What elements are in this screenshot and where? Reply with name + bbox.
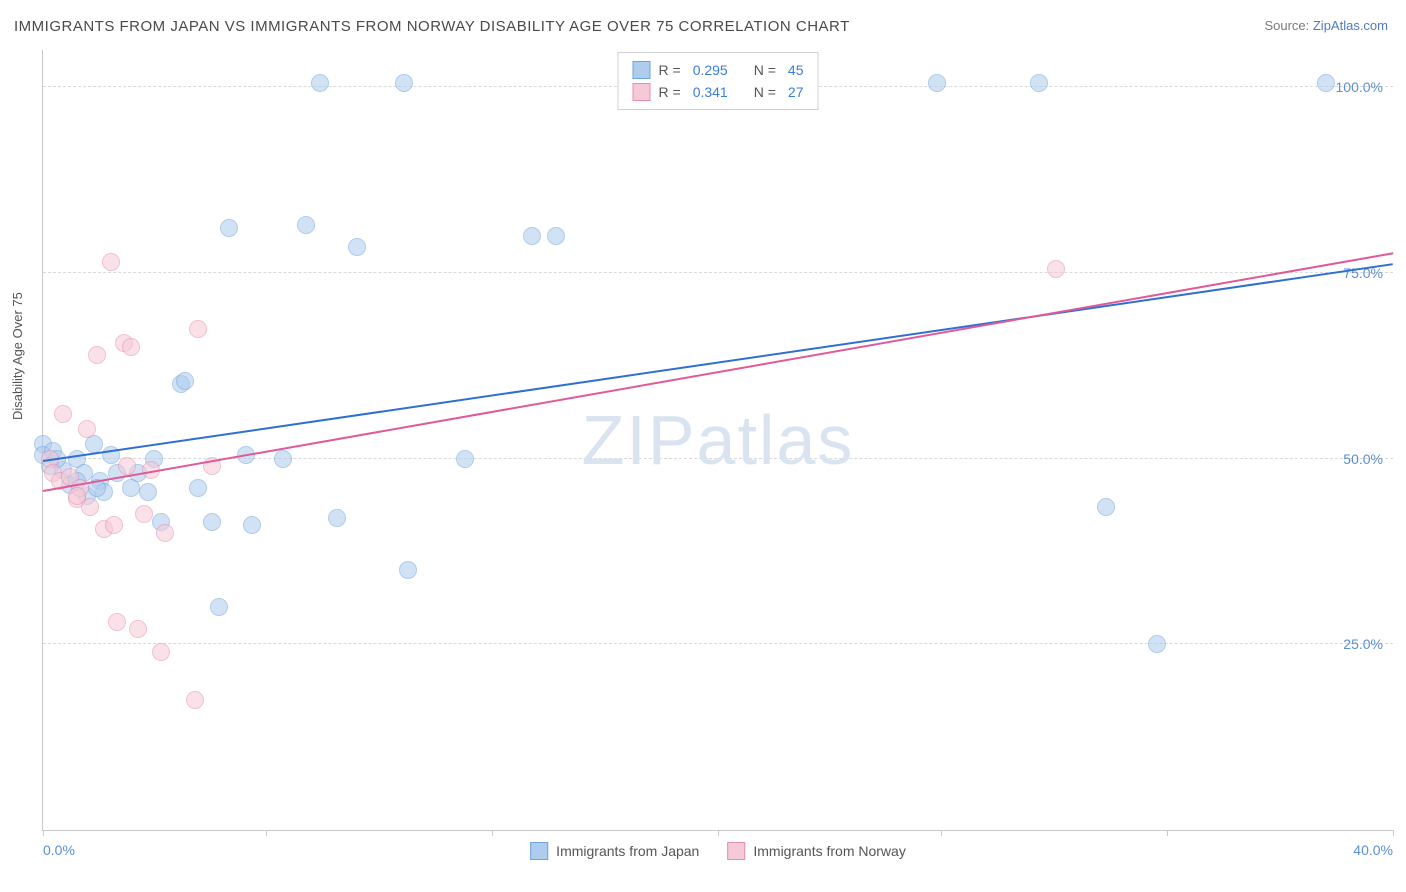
scatter-point xyxy=(1148,635,1166,653)
legend-row: R = 0.295 N = 45 xyxy=(633,59,804,81)
scatter-point xyxy=(348,238,366,256)
scatter-point xyxy=(139,483,157,501)
legend-swatch xyxy=(530,842,548,860)
y-tick-label: 50.0% xyxy=(1343,451,1383,467)
x-tick xyxy=(1167,830,1168,836)
scatter-point xyxy=(328,509,346,527)
y-axis-label: Disability Age Over 75 xyxy=(10,292,25,420)
scatter-point xyxy=(243,516,261,534)
scatter-point xyxy=(1317,74,1335,92)
scatter-point xyxy=(189,479,207,497)
scatter-point xyxy=(118,457,136,475)
legend-item: Immigrants from Norway xyxy=(727,842,905,860)
scatter-point xyxy=(928,74,946,92)
legend-n-value: 45 xyxy=(788,62,804,78)
trend-line xyxy=(43,263,1393,462)
scatter-point xyxy=(203,513,221,531)
watermark: ZIPatlas xyxy=(582,400,855,480)
chart-title: IMMIGRANTS FROM JAPAN VS IMMIGRANTS FROM… xyxy=(14,18,850,35)
scatter-point xyxy=(88,346,106,364)
legend-n-value: 27 xyxy=(788,84,804,100)
legend-swatch xyxy=(727,842,745,860)
scatter-point xyxy=(122,338,140,356)
source-link[interactable]: ZipAtlas.com xyxy=(1313,18,1388,33)
legend-n-label: N = xyxy=(754,62,776,78)
scatter-point xyxy=(68,487,86,505)
scatter-point xyxy=(456,450,474,468)
scatter-point xyxy=(297,216,315,234)
legend-row: R = 0.341 N = 27 xyxy=(633,81,804,103)
watermark-atlas: atlas xyxy=(697,401,855,479)
correlation-legend: R = 0.295 N = 45 R = 0.341 N = 27 xyxy=(618,52,819,110)
x-tick xyxy=(718,830,719,836)
scatter-point xyxy=(78,420,96,438)
x-tick xyxy=(43,830,44,836)
scatter-point xyxy=(105,516,123,534)
series-legend: Immigrants from Japan Immigrants from Nor… xyxy=(530,842,906,860)
scatter-point xyxy=(176,372,194,390)
legend-item: Immigrants from Japan xyxy=(530,842,699,860)
scatter-point xyxy=(1047,260,1065,278)
scatter-point xyxy=(274,450,292,468)
legend-swatch xyxy=(633,61,651,79)
legend-r-label: R = xyxy=(659,62,681,78)
x-axis-max-label: 40.0% xyxy=(1353,842,1393,858)
scatter-point xyxy=(311,74,329,92)
legend-swatch xyxy=(633,83,651,101)
plot-area: ZIPatlas R =0.295N =45R =0.341N =27 Immi… xyxy=(42,50,1393,831)
legend-n-label: N = xyxy=(754,84,776,100)
scatter-point xyxy=(395,74,413,92)
scatter-point xyxy=(210,598,228,616)
y-tick-label: 25.0% xyxy=(1343,636,1383,652)
legend-label: Immigrants from Norway xyxy=(753,843,905,859)
scatter-point xyxy=(54,405,72,423)
scatter-point xyxy=(547,227,565,245)
scatter-point xyxy=(129,620,147,638)
scatter-point xyxy=(1097,498,1115,516)
x-tick xyxy=(266,830,267,836)
legend-r-label: R = xyxy=(659,84,681,100)
source-prefix: Source: xyxy=(1264,18,1312,33)
y-tick-label: 100.0% xyxy=(1336,79,1383,95)
scatter-point xyxy=(152,643,170,661)
scatter-point xyxy=(1030,74,1048,92)
gridline xyxy=(43,272,1393,273)
scatter-point xyxy=(220,219,238,237)
scatter-point xyxy=(108,613,126,631)
x-tick xyxy=(492,830,493,836)
x-tick xyxy=(941,830,942,836)
scatter-point xyxy=(102,253,120,271)
trend-line xyxy=(43,252,1393,492)
legend-r-value: 0.341 xyxy=(693,84,728,100)
x-axis-min-label: 0.0% xyxy=(43,842,75,858)
gridline xyxy=(43,643,1393,644)
legend-label: Immigrants from Japan xyxy=(556,843,699,859)
scatter-point xyxy=(186,691,204,709)
source-attribution: Source: ZipAtlas.com xyxy=(1264,18,1388,33)
scatter-point xyxy=(523,227,541,245)
scatter-point xyxy=(189,320,207,338)
scatter-point xyxy=(156,524,174,542)
x-tick xyxy=(1393,830,1394,836)
scatter-point xyxy=(135,505,153,523)
legend-r-value: 0.295 xyxy=(693,62,728,78)
scatter-point xyxy=(399,561,417,579)
watermark-zip: ZIP xyxy=(582,401,697,479)
